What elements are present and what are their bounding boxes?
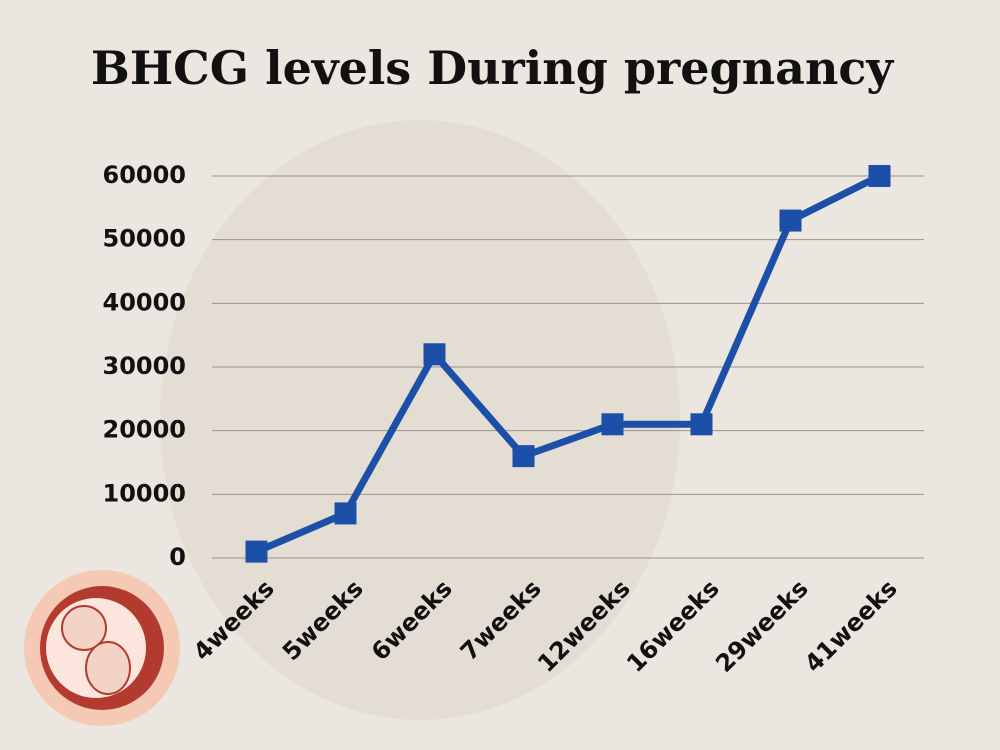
data-point	[868, 165, 891, 187]
fetus-icon	[24, 570, 180, 726]
data-line	[255, 172, 882, 555]
data-point	[690, 413, 713, 436]
y-tick-label: 10000	[103, 479, 187, 507]
y-tick-label: 0	[169, 543, 186, 571]
background-figure	[160, 120, 680, 720]
y-tick-label: 20000	[103, 416, 187, 444]
data-point	[245, 540, 268, 563]
y-tick-label: 60000	[103, 161, 187, 189]
chart-title: BHCG levels During pregnancy	[91, 41, 895, 95]
y-tick-label: 50000	[103, 225, 187, 253]
data-point	[423, 343, 446, 366]
y-tick-label: 40000	[103, 288, 187, 316]
data-point	[601, 413, 624, 436]
data-point	[512, 445, 535, 468]
data-point	[779, 209, 802, 232]
y-tick-label: 30000	[103, 352, 187, 380]
data-point	[334, 502, 357, 525]
